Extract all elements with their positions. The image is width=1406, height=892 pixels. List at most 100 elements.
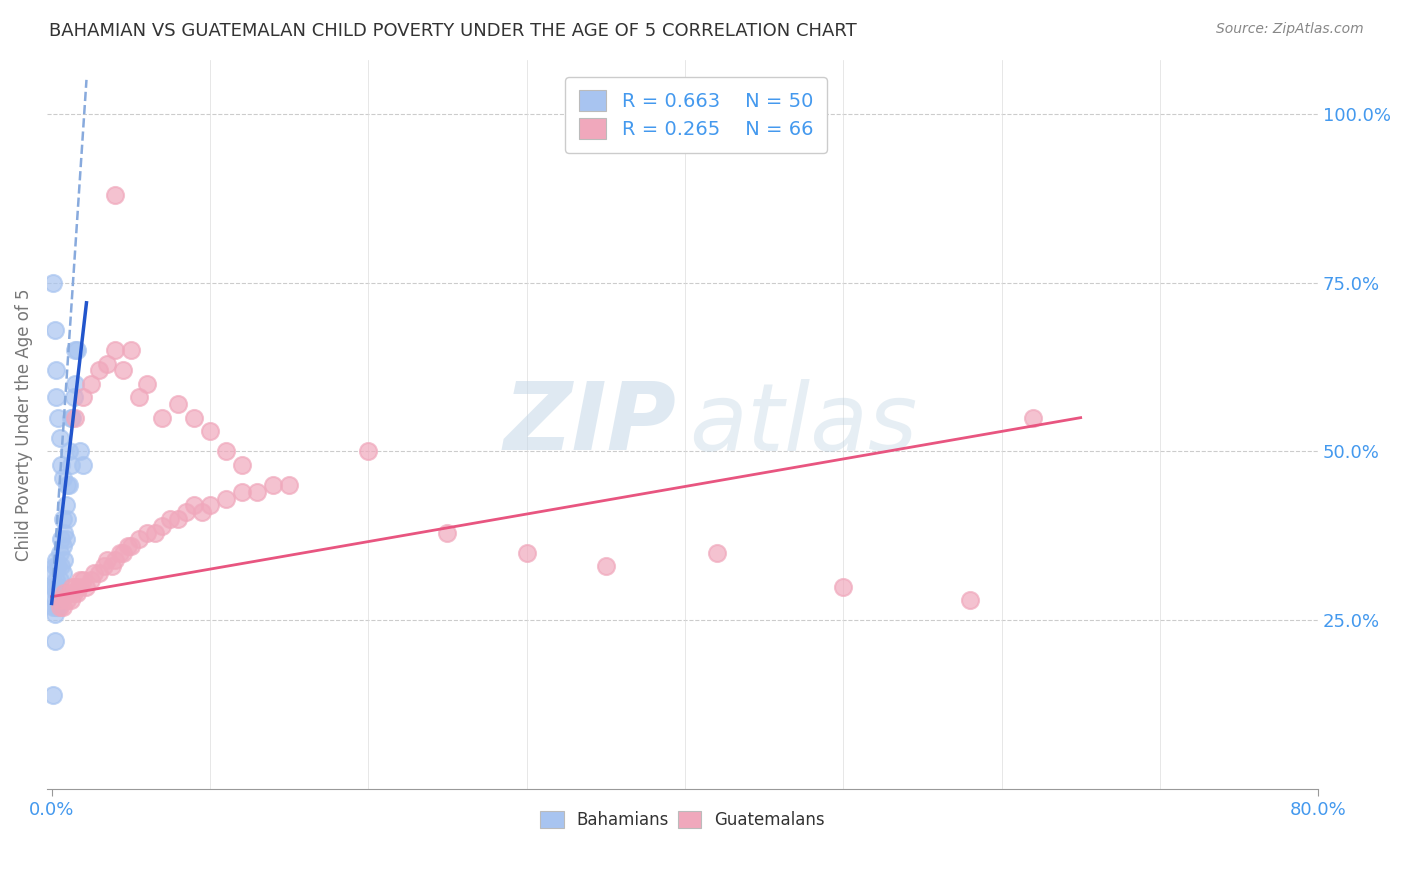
Point	[49, 593, 72, 607]
Point	[96, 552, 118, 566]
Point	[69, 444, 91, 458]
Legend: Bahamians, Guatemalans: Bahamians, Guatemalans	[533, 804, 831, 836]
Point	[104, 187, 127, 202]
Point	[56, 593, 79, 607]
Point	[357, 444, 380, 458]
Point	[65, 343, 87, 357]
Point	[67, 580, 90, 594]
Point	[44, 559, 66, 574]
Point	[58, 478, 80, 492]
Point	[72, 458, 94, 472]
Point	[183, 499, 205, 513]
Point	[60, 410, 83, 425]
Point	[80, 573, 103, 587]
Point	[45, 552, 67, 566]
Point	[96, 357, 118, 371]
Point	[66, 343, 89, 357]
Point	[58, 586, 80, 600]
Point	[191, 505, 214, 519]
Point	[108, 546, 131, 560]
Point	[65, 410, 87, 425]
Point	[45, 573, 67, 587]
Text: Source: ZipAtlas.com: Source: ZipAtlas.com	[1216, 22, 1364, 37]
Point	[436, 525, 458, 540]
Point	[128, 533, 150, 547]
Point	[56, 512, 79, 526]
Point	[49, 458, 72, 472]
Point	[93, 559, 115, 574]
Point	[65, 580, 87, 594]
Point	[56, 478, 79, 492]
Point	[117, 539, 139, 553]
Point	[45, 599, 67, 614]
Point	[959, 593, 981, 607]
Point	[52, 599, 75, 614]
Point	[48, 593, 70, 607]
Point	[59, 410, 82, 425]
Point	[48, 599, 70, 614]
Point	[89, 363, 111, 377]
Point	[45, 363, 67, 377]
Point	[62, 391, 84, 405]
Point	[101, 559, 124, 574]
Point	[120, 539, 142, 553]
Point	[60, 580, 83, 594]
Point	[46, 580, 69, 594]
Point	[65, 376, 87, 391]
Point	[706, 546, 728, 560]
Point	[44, 580, 66, 594]
Point	[143, 525, 166, 540]
Point	[89, 566, 111, 580]
Point	[55, 533, 77, 547]
Point	[80, 376, 103, 391]
Point	[262, 478, 284, 492]
Point	[48, 546, 70, 560]
Point	[104, 552, 127, 566]
Point	[48, 573, 70, 587]
Point	[49, 559, 72, 574]
Point	[135, 376, 157, 391]
Point	[52, 539, 75, 553]
Point	[128, 391, 150, 405]
Point	[46, 410, 69, 425]
Point	[167, 397, 190, 411]
Point	[278, 478, 301, 492]
Point	[59, 458, 82, 472]
Point	[42, 688, 65, 702]
Point	[44, 633, 66, 648]
Point	[49, 586, 72, 600]
Point	[42, 566, 65, 580]
Point	[832, 580, 855, 594]
Point	[152, 410, 174, 425]
Point	[231, 485, 253, 500]
Point	[59, 593, 82, 607]
Point	[75, 580, 97, 594]
Text: ZIP: ZIP	[503, 378, 676, 470]
Point	[111, 363, 134, 377]
Y-axis label: Child Poverty Under the Age of 5: Child Poverty Under the Age of 5	[15, 288, 32, 561]
Point	[231, 458, 253, 472]
Point	[53, 525, 76, 540]
Point	[215, 444, 238, 458]
Point	[58, 444, 80, 458]
Point	[183, 410, 205, 425]
Point	[44, 323, 66, 337]
Text: BAHAMIAN VS GUATEMALAN CHILD POVERTY UNDER THE AGE OF 5 CORRELATION CHART: BAHAMIAN VS GUATEMALAN CHILD POVERTY UND…	[49, 22, 858, 40]
Point	[516, 546, 538, 560]
Point	[62, 586, 84, 600]
Point	[53, 586, 76, 600]
Point	[72, 391, 94, 405]
Point	[52, 471, 75, 485]
Point	[48, 431, 70, 445]
Point	[44, 593, 66, 607]
Point	[215, 491, 238, 506]
Point	[198, 499, 221, 513]
Point	[120, 343, 142, 357]
Point	[69, 573, 91, 587]
Point	[104, 343, 127, 357]
Text: atlas: atlas	[689, 379, 917, 470]
Point	[52, 512, 75, 526]
Point	[42, 599, 65, 614]
Point	[167, 512, 190, 526]
Point	[49, 533, 72, 547]
